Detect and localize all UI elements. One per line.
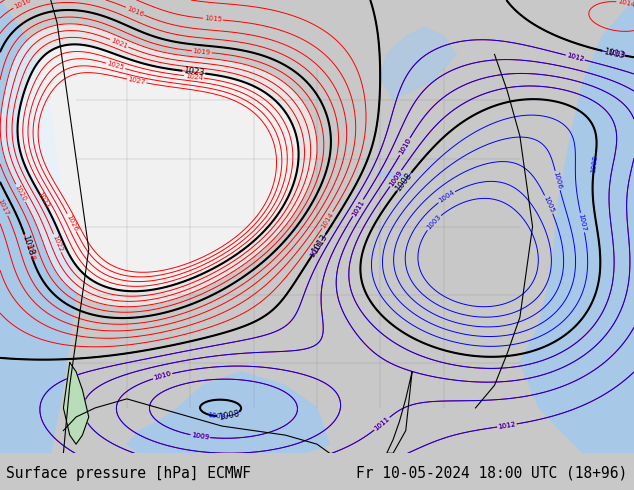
Text: 1008: 1008 — [394, 171, 414, 193]
Text: 1018: 1018 — [25, 243, 36, 262]
Text: 1013: 1013 — [607, 49, 626, 59]
Text: 1012: 1012 — [566, 52, 585, 63]
Text: 1006: 1006 — [552, 171, 563, 190]
Text: 1026: 1026 — [65, 213, 79, 232]
Text: 1013: 1013 — [602, 47, 625, 60]
Text: 1009: 1009 — [388, 169, 403, 188]
Text: 1008: 1008 — [207, 412, 225, 420]
Text: 1014: 1014 — [320, 211, 335, 229]
Text: 1023: 1023 — [36, 191, 50, 209]
Text: 1019: 1019 — [193, 48, 211, 56]
Text: 1022: 1022 — [51, 234, 63, 252]
Text: 1013: 1013 — [309, 240, 323, 258]
Polygon shape — [380, 27, 456, 99]
Text: 1013: 1013 — [310, 233, 329, 255]
Text: 1011: 1011 — [373, 416, 391, 432]
Polygon shape — [396, 173, 406, 178]
Text: 1013: 1013 — [309, 240, 323, 258]
Text: 1016: 1016 — [126, 5, 145, 18]
Text: 1008: 1008 — [590, 154, 598, 173]
Text: 1023: 1023 — [183, 67, 205, 78]
Polygon shape — [63, 363, 89, 444]
Text: 1004: 1004 — [437, 190, 456, 204]
Text: 1014: 1014 — [617, 0, 634, 8]
Polygon shape — [377, 172, 394, 178]
Text: Surface pressure [hPa] ECMWF: Surface pressure [hPa] ECMWF — [6, 466, 251, 481]
Polygon shape — [127, 371, 330, 453]
Text: 1011: 1011 — [351, 198, 365, 217]
Text: 1012: 1012 — [566, 52, 585, 63]
Text: Fr 10-05-2024 18:00 UTC (18+96): Fr 10-05-2024 18:00 UTC (18+96) — [356, 466, 628, 481]
Text: 1017: 1017 — [0, 197, 10, 216]
Text: 1018: 1018 — [20, 234, 36, 257]
Text: 1008: 1008 — [217, 409, 240, 422]
Text: 1011: 1011 — [351, 198, 365, 217]
Text: 1007: 1007 — [578, 213, 587, 232]
Text: 1021: 1021 — [110, 37, 129, 49]
Polygon shape — [520, 0, 634, 453]
Text: 1009: 1009 — [191, 432, 210, 441]
Text: 1009: 1009 — [191, 432, 210, 441]
Text: 1024: 1024 — [184, 73, 203, 81]
Text: 1005: 1005 — [543, 195, 555, 214]
Text: 1027: 1027 — [127, 76, 146, 86]
Text: 1010: 1010 — [398, 137, 412, 156]
Text: 1010: 1010 — [398, 137, 412, 156]
Text: 1013: 1013 — [607, 49, 626, 59]
Text: 1020: 1020 — [14, 184, 27, 202]
Text: 1010: 1010 — [153, 371, 172, 381]
Text: 1009: 1009 — [388, 169, 403, 188]
Text: 1016: 1016 — [13, 0, 32, 10]
Text: 1012: 1012 — [498, 421, 516, 430]
Text: 1010: 1010 — [153, 371, 172, 381]
Text: 1003: 1003 — [425, 214, 442, 231]
Polygon shape — [0, 0, 76, 453]
Text: 1015: 1015 — [204, 15, 222, 23]
Text: 1011: 1011 — [373, 416, 391, 432]
Text: 1012: 1012 — [498, 421, 516, 430]
Text: 1025: 1025 — [107, 61, 125, 71]
